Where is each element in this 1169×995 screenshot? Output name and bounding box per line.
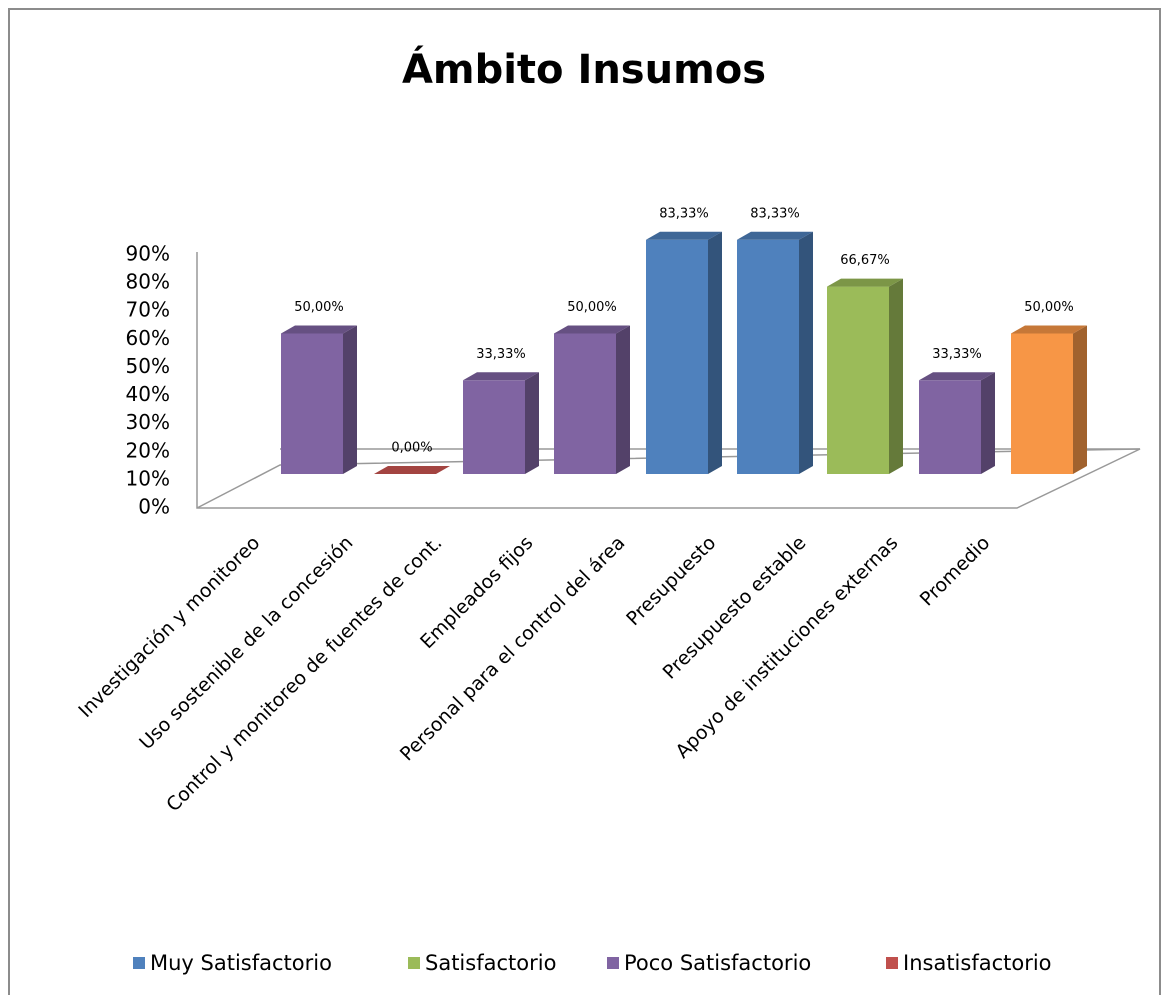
bar-top	[281, 325, 357, 334]
legend-swatch	[133, 957, 145, 969]
bar-front	[737, 239, 799, 474]
legend-label: Muy Satisfactorio	[150, 951, 332, 975]
bar	[827, 278, 903, 474]
legend-label: Insatisfactorio	[903, 951, 1052, 975]
value-label: 66,67%	[840, 253, 890, 268]
legend-swatch	[607, 957, 619, 969]
bar	[737, 231, 813, 474]
bar-side	[708, 231, 722, 474]
legend-label: Satisfactorio	[425, 951, 556, 975]
y-tick-label: 20%	[126, 438, 170, 462]
legend-swatch	[886, 957, 898, 969]
bar-front	[463, 380, 525, 474]
bar	[463, 372, 539, 474]
y-tick-label: 80%	[126, 270, 170, 294]
value-label: 50,00%	[1024, 300, 1074, 315]
bar-top	[1011, 325, 1087, 334]
value-label: 83,33%	[750, 206, 800, 221]
y-tick-label: 70%	[126, 298, 170, 322]
legend-swatch	[408, 957, 420, 969]
bar-side	[799, 231, 813, 474]
bar-front	[1011, 333, 1073, 474]
chart-title: Ámbito Insumos	[402, 45, 766, 93]
bar-side	[981, 372, 995, 474]
y-tick-label: 30%	[126, 410, 170, 434]
bar-side	[616, 325, 630, 474]
bar-side	[1073, 325, 1087, 474]
chart-border	[8, 8, 1161, 995]
y-tick-label: 60%	[126, 326, 170, 350]
bar	[281, 325, 357, 474]
y-tick-label: 10%	[126, 466, 170, 490]
bar-front	[827, 286, 889, 474]
bar-side	[525, 372, 539, 474]
bar-top	[737, 231, 813, 240]
bar-top	[374, 466, 450, 474]
legend-label: Poco Satisfactorio	[624, 951, 811, 975]
y-tick-label: 0%	[138, 495, 170, 519]
bar-front	[919, 380, 981, 474]
bar-top	[554, 325, 630, 334]
value-label: 33,33%	[476, 347, 526, 362]
bar	[646, 231, 722, 474]
bar-top	[919, 372, 995, 381]
value-label: 50,00%	[567, 300, 617, 315]
bar-top	[827, 278, 903, 287]
y-tick-label: 90%	[126, 242, 170, 266]
value-label: 83,33%	[659, 206, 709, 221]
y-tick-label: 50%	[126, 354, 170, 378]
bar-front	[281, 333, 343, 474]
bar-top	[646, 231, 722, 240]
value-label: 33,33%	[932, 347, 982, 362]
bar-side	[889, 278, 903, 474]
bar-top	[463, 372, 539, 381]
bar	[1011, 325, 1087, 474]
bar	[374, 466, 450, 474]
value-label: 0,00%	[391, 441, 432, 456]
y-tick-label: 40%	[126, 382, 170, 406]
bar-side	[343, 325, 357, 474]
floor	[196, 252, 1141, 509]
bar-front	[554, 333, 616, 474]
bar	[554, 325, 630, 474]
bar-front	[646, 239, 708, 474]
bar	[919, 372, 995, 474]
value-label: 50,00%	[294, 300, 344, 315]
